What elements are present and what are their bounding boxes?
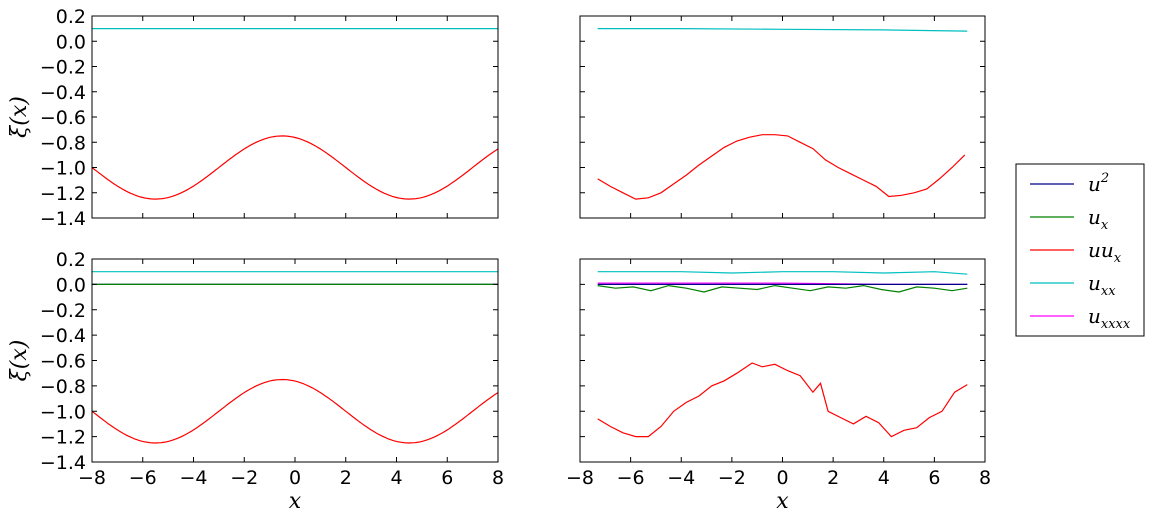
y-tick-label: −0.8 — [40, 132, 86, 154]
y-tick-label: −1.2 — [40, 183, 86, 205]
series-ux-line — [597, 284, 968, 293]
axes-frame — [579, 15, 986, 219]
x-tick-label: 2 — [827, 467, 839, 489]
series-uux-line — [92, 378, 498, 444]
y-tick-label: 0.2 — [56, 6, 86, 28]
x-axis-label: x — [776, 489, 789, 514]
y-tick-label: −1.0 — [40, 401, 86, 423]
x-tick-label: 8 — [492, 467, 504, 489]
x-tick-label: −2 — [230, 467, 258, 489]
x-tick-label: −2 — [718, 467, 746, 489]
series-uxx-line — [597, 271, 968, 275]
y-axis-label: ξ(x) — [7, 340, 32, 382]
axes-frame — [579, 258, 986, 463]
y-tick-label: −1.2 — [40, 427, 86, 449]
x-tick-label: −4 — [667, 467, 695, 489]
y-tick-label: −1.4 — [40, 452, 86, 474]
x-tick-label: −8 — [78, 467, 106, 489]
x-tick-label: −6 — [617, 467, 645, 489]
y-tick-label: −0.6 — [40, 107, 86, 129]
y-tick-label: −0.6 — [40, 351, 86, 373]
legend: u2 ux uux uxx uxxxx — [1015, 163, 1145, 337]
y-tick-label: −0.2 — [40, 300, 86, 322]
x-tick-label: 4 — [390, 467, 402, 489]
y-tick-label: −1.4 — [40, 208, 86, 230]
y-tick-label: 0.0 — [56, 31, 86, 53]
series-uux-line — [92, 135, 498, 200]
x-tick-label: 0 — [289, 467, 301, 489]
axes-frame — [91, 258, 499, 463]
x-tick-label: −6 — [129, 467, 157, 489]
series-uxx-line — [597, 28, 968, 32]
y-tick-label: 0.0 — [56, 274, 86, 296]
axes-frame — [91, 15, 499, 219]
y-tick-label: −0.4 — [40, 325, 86, 347]
y-axis-label: ξ(x) — [7, 96, 32, 138]
y-tick-label: −0.8 — [40, 376, 86, 398]
panel-bottom-right: −8 −6 −4 −2 0 2 4 6 8 x — [566, 258, 991, 514]
x-tick-label: 4 — [878, 467, 890, 489]
x-tick-label: −8 — [566, 467, 594, 489]
panel-top-left: 0.2 0.0 −0.2 −0.4 −0.6 −0.8 −1.0 −1.2 −1.4 ξ(x) — [7, 6, 499, 230]
x-tick-label: 2 — [340, 467, 352, 489]
legend-label: u2 — [1088, 171, 1109, 196]
legend-label: ux — [1088, 205, 1109, 233]
series-uux-line — [597, 362, 968, 438]
x-tick-label: 0 — [776, 467, 788, 489]
y-tick-label: −0.4 — [40, 82, 86, 104]
y-tick-label: −1.0 — [40, 158, 86, 180]
panel-top-right — [579, 15, 986, 219]
legend-label: uux — [1088, 238, 1122, 266]
panel-bottom-left: 0.2 0.0 −0.2 −0.4 −0.6 −0.8 −1.0 −1.2 −1.4−8 −6 −4… — [7, 249, 504, 514]
legend-label: uxxxx — [1088, 304, 1131, 332]
x-tick-label: 8 — [979, 467, 991, 489]
series-uux-line — [597, 134, 966, 200]
y-tick-label: 0.2 — [56, 249, 86, 271]
x-tick-label: −4 — [179, 467, 207, 489]
x-axis-label: x — [289, 489, 302, 514]
x-tick-label: 6 — [441, 467, 453, 489]
x-tick-label: 6 — [928, 467, 940, 489]
legend-label: uxx — [1088, 271, 1116, 299]
y-tick-label: −0.2 — [40, 57, 86, 79]
